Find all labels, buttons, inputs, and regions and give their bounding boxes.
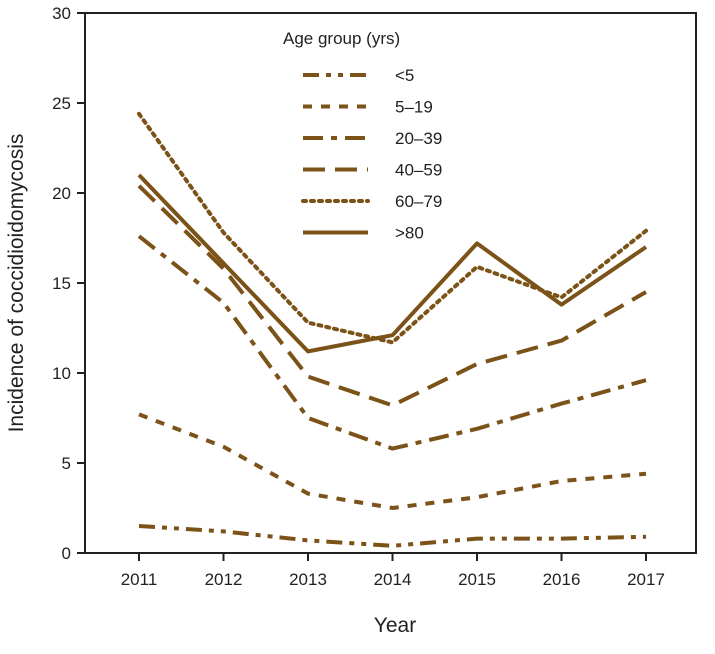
y-tick-label: 30 bbox=[52, 4, 71, 23]
legend-label: >80 bbox=[395, 224, 424, 243]
y-tick-label: 15 bbox=[52, 274, 71, 293]
x-tick-label: 2013 bbox=[289, 570, 327, 589]
x-tick-label: 2017 bbox=[627, 570, 665, 589]
legend-label: 5–19 bbox=[395, 98, 433, 117]
legend-label: 20–39 bbox=[395, 129, 442, 148]
legend-label: 40–59 bbox=[395, 161, 442, 180]
y-tick-label: 0 bbox=[62, 544, 71, 563]
x-tick-label: 2011 bbox=[121, 570, 158, 589]
plot-area bbox=[137, 111, 648, 548]
series-line bbox=[138, 524, 647, 548]
x-tick-label: 2014 bbox=[374, 570, 412, 589]
y-tick-label: 10 bbox=[52, 364, 71, 383]
legend-label: 60–79 bbox=[395, 192, 442, 211]
series-line bbox=[137, 184, 647, 408]
y-axis-title: Incidence of coccidioidomycosis bbox=[5, 134, 28, 433]
x-axis-title: Year bbox=[374, 614, 416, 637]
series-line bbox=[138, 412, 647, 510]
legend-label: <5 bbox=[395, 66, 414, 85]
axes: 0 5 10 15 20 25 30 2011 2012 2013 2014 2015 2016 2017 bbox=[52, 4, 697, 589]
series-line bbox=[137, 111, 648, 345]
y-tick-label: 20 bbox=[52, 184, 71, 203]
x-tick-label: 2016 bbox=[543, 570, 581, 589]
y-tick-label: 25 bbox=[52, 94, 71, 113]
legend-title: Age group (yrs) bbox=[283, 29, 400, 48]
series-line bbox=[137, 173, 648, 354]
x-tick-label: 2015 bbox=[458, 570, 496, 589]
plot-frame bbox=[84, 12, 697, 554]
series-line bbox=[137, 234, 647, 451]
legend: Age group (yrs) <5 5–19 20–39 40–59 60–79 >80 bbox=[283, 29, 442, 243]
y-tick-label: 5 bbox=[62, 454, 71, 473]
x-tick-label: 2012 bbox=[205, 570, 243, 589]
